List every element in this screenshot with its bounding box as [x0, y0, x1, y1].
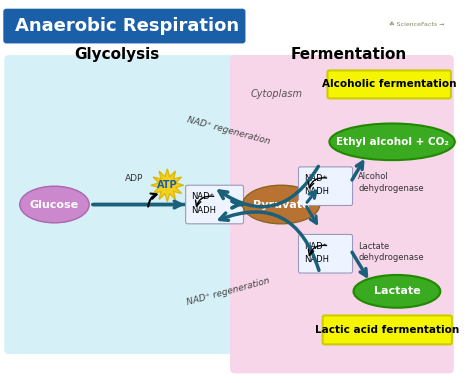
Text: Lactate: Lactate — [374, 286, 420, 296]
Text: Pyruvate: Pyruvate — [253, 200, 310, 210]
Text: NADH: NADH — [304, 188, 329, 196]
Text: Cytoplasm: Cytoplasm — [250, 88, 302, 98]
Text: Anaerobic Respiration: Anaerobic Respiration — [15, 17, 239, 35]
FancyArrowPatch shape — [220, 212, 319, 270]
Text: ☘ ScienceFacts →: ☘ ScienceFacts → — [389, 21, 444, 27]
FancyArrowPatch shape — [219, 166, 319, 207]
FancyBboxPatch shape — [3, 9, 246, 43]
Text: Fermentation: Fermentation — [291, 47, 407, 62]
Text: NADH: NADH — [191, 206, 217, 215]
Text: Alcohol: Alcohol — [358, 172, 389, 181]
Ellipse shape — [243, 185, 320, 224]
FancyBboxPatch shape — [323, 316, 452, 344]
Text: Glycolysis: Glycolysis — [74, 47, 160, 62]
Text: Lactate: Lactate — [358, 242, 390, 250]
Text: NAD⁺: NAD⁺ — [191, 192, 215, 201]
FancyBboxPatch shape — [4, 55, 238, 354]
FancyBboxPatch shape — [299, 167, 353, 206]
Text: Glucose: Glucose — [30, 200, 79, 210]
Text: NADH: NADH — [304, 255, 329, 264]
Text: NAD⁺ regeneration: NAD⁺ regeneration — [186, 276, 271, 307]
Text: dehydrogenase: dehydrogenase — [358, 253, 424, 262]
FancyBboxPatch shape — [186, 185, 244, 224]
Polygon shape — [151, 169, 184, 201]
Text: NAD⁺: NAD⁺ — [304, 174, 328, 183]
Text: Alcoholic fermentation: Alcoholic fermentation — [322, 79, 456, 89]
Text: ADP: ADP — [125, 174, 144, 183]
Text: NAD⁺: NAD⁺ — [304, 242, 328, 250]
Text: dehydrogenase: dehydrogenase — [358, 183, 424, 193]
Ellipse shape — [20, 186, 89, 223]
Text: ATP: ATP — [157, 180, 178, 190]
FancyBboxPatch shape — [328, 70, 451, 98]
Ellipse shape — [354, 275, 440, 308]
FancyBboxPatch shape — [299, 234, 353, 273]
Text: Lactic acid fermentation: Lactic acid fermentation — [315, 325, 459, 335]
Text: NAD⁺ regeneration: NAD⁺ regeneration — [186, 115, 271, 146]
Text: Ethyl alcohol + CO₂: Ethyl alcohol + CO₂ — [336, 137, 448, 147]
FancyBboxPatch shape — [230, 55, 454, 373]
Ellipse shape — [329, 123, 455, 160]
